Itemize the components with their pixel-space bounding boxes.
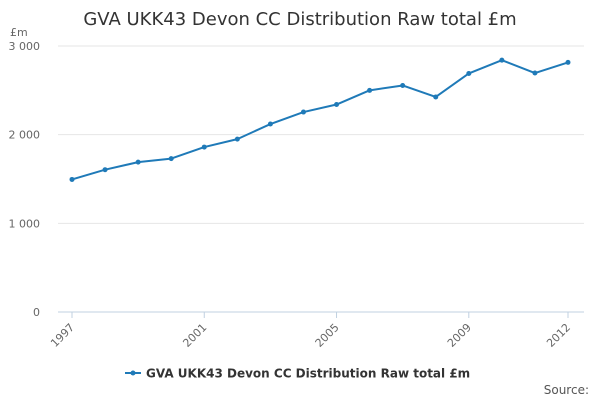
y-tick-labels: 0 1 000 2 000 3 000: [9, 40, 41, 319]
data-point[interactable]: [234, 136, 240, 142]
x-tick-label: 2001: [180, 321, 209, 350]
y-tick-label: 1 000: [9, 217, 41, 230]
x-tick-labels: 1997 2001 2005 2009 2012: [48, 321, 573, 350]
legend-marker-swatch: [130, 370, 136, 376]
data-point[interactable]: [135, 159, 141, 165]
series-layer: [69, 57, 571, 182]
data-point[interactable]: [565, 59, 571, 65]
data-point[interactable]: [168, 156, 174, 162]
x-tick-label: 2012: [544, 321, 573, 350]
data-point[interactable]: [69, 176, 75, 182]
data-point[interactable]: [466, 70, 472, 76]
x-tick-label: 1997: [48, 321, 77, 350]
x-tick-label: 2009: [445, 321, 474, 350]
data-point[interactable]: [300, 109, 306, 115]
data-point[interactable]: [102, 167, 108, 173]
data-point[interactable]: [400, 82, 406, 88]
data-point[interactable]: [367, 87, 373, 93]
data-point[interactable]: [433, 94, 439, 100]
x-tick-label: 2005: [313, 321, 342, 350]
y-tick-label: 0: [33, 306, 40, 319]
y-tick-label: 2 000: [9, 129, 41, 142]
gridlines: [58, 45, 584, 224]
legend[interactable]: GVA UKK43 Devon CC Distribution Raw tota…: [125, 367, 470, 381]
y-axis-unit-label: £m: [10, 26, 28, 39]
data-point[interactable]: [334, 102, 340, 108]
data-point[interactable]: [201, 144, 207, 150]
source-label: Source:: [544, 383, 589, 397]
y-tick-label: 3 000: [9, 40, 41, 53]
chart-title: GVA UKK43 Devon CC Distribution Raw tota…: [83, 9, 516, 30]
data-point[interactable]: [532, 70, 538, 76]
legend-item-label: GVA UKK43 Devon CC Distribution Raw tota…: [146, 367, 470, 381]
series-line: [71, 59, 569, 181]
data-point[interactable]: [499, 57, 505, 63]
axes: [58, 311, 584, 318]
data-point[interactable]: [267, 121, 273, 127]
